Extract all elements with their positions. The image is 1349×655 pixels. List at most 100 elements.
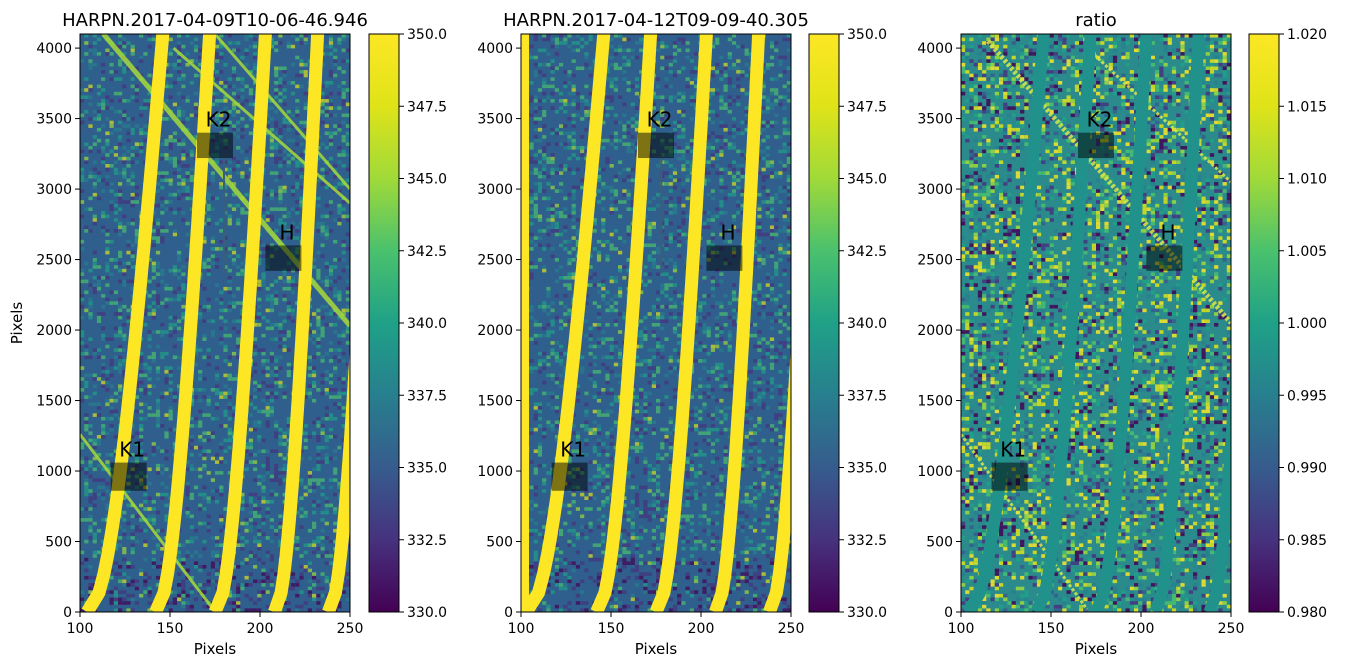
x-tick-label: 150 (1038, 621, 1065, 637)
colorbar-tick-label: 350.0 (407, 27, 447, 43)
spectral-order (963, 34, 1050, 612)
colorbar-tick-label: 335.0 (407, 461, 447, 477)
x-tick-label: 100 (948, 621, 975, 637)
y-tick-label: 3500 (36, 112, 72, 128)
spectral-order (709, 34, 766, 612)
colorbar-tick-label: 1.020 (1287, 27, 1327, 43)
y-tick-label: 0 (63, 605, 72, 621)
colorbar-tick-label: 340.0 (847, 316, 887, 332)
y-tick-label: 2000 (36, 323, 72, 339)
y-axis-label: Pixels (8, 302, 26, 345)
colorbar-tick-label: 347.5 (407, 99, 447, 115)
spectral-order (649, 34, 713, 612)
colorbar (1248, 33, 1280, 613)
region-label-k2: K2 (206, 108, 232, 132)
colorbar-tick-label: 347.5 (847, 99, 887, 115)
y-tick-label: 500 (926, 535, 953, 551)
y-tick-label: 2500 (917, 253, 953, 269)
y-tick-label: 0 (944, 605, 953, 621)
x-tick-label: 250 (337, 621, 364, 637)
region-label-k1: K1 (1000, 438, 1026, 462)
spectral-order (1203, 353, 1231, 612)
y-tick-label: 500 (486, 535, 513, 551)
y-tick-label: 1500 (477, 394, 513, 410)
y-tick-label: 4000 (477, 41, 513, 57)
region-box-h (1146, 245, 1183, 271)
spectral-order (208, 34, 272, 612)
y-tick-label: 2500 (36, 253, 72, 269)
region-box-h (706, 245, 743, 271)
spectral-order (590, 34, 658, 612)
region-label-k1: K1 (119, 438, 145, 462)
y-tick-label: 2000 (917, 323, 953, 339)
colorbar-tick-label: 335.0 (847, 461, 887, 477)
diagonal-streak (1085, 46, 1231, 184)
panel-1: K2 H K1 HARPN.2017-04-09T10-06-46.946 100 150… (8, 10, 447, 655)
y-tick-label: 3500 (917, 112, 953, 128)
colorbar-tick-label: 1.015 (1287, 99, 1327, 115)
y-tick-label: 2000 (477, 323, 513, 339)
y-tick-label: 4000 (36, 41, 72, 57)
y-tick-label: 1000 (477, 464, 513, 480)
axes-frame (79, 33, 351, 613)
colorbar-tick-label: 342.5 (847, 244, 887, 260)
spectral-order (521, 34, 611, 612)
spectral-order (763, 345, 791, 612)
colorbar-tick-label: 0.990 (1287, 461, 1327, 477)
y-tick-label: 3000 (477, 182, 513, 198)
y-tick-label: 3000 (917, 182, 953, 198)
spectral-order (268, 34, 325, 612)
diagonal-streak (961, 433, 1089, 611)
y-tick-label: 0 (504, 605, 513, 621)
colorbar-tick-label: 1.010 (1287, 172, 1327, 188)
y-tick-label: 500 (45, 535, 72, 551)
y-tick-label: 3000 (36, 182, 72, 198)
spectral-order (1031, 34, 1097, 612)
colorbar-tick-label: 1.000 (1287, 316, 1327, 332)
region-label-h: H (720, 220, 735, 244)
colorbar-tick-label: 345.0 (407, 172, 447, 188)
chart-title: HARPN.2017-04-12T09-09-40.305 (503, 10, 809, 31)
x-tick-label: 200 (1128, 621, 1155, 637)
x-tick-label: 150 (598, 621, 625, 637)
chart-title: ratio (1075, 10, 1117, 31)
colorbar-tick-label: 337.5 (847, 388, 887, 404)
spectral-order (149, 34, 217, 612)
colorbar-tick-label: 332.5 (847, 533, 887, 549)
colorbar-tick-label: 340.0 (407, 316, 447, 332)
spectral-order (1090, 34, 1153, 612)
colorbar-tick-label: 337.5 (407, 388, 447, 404)
colorbar-tick-label: 342.5 (407, 244, 447, 260)
y-tick-label: 1500 (917, 394, 953, 410)
colorbar-tick-label: 330.0 (847, 605, 887, 621)
spectral-order-edge (521, 34, 529, 612)
colorbar (808, 33, 840, 613)
y-tick-label: 3500 (477, 112, 513, 128)
region-box-k1 (551, 462, 588, 491)
colorbar-tick-label: 330.0 (407, 605, 447, 621)
colorbar-tick-label: 345.0 (847, 172, 887, 188)
diagonal-streak (80, 433, 217, 612)
colorbar-tick-label: 0.995 (1287, 388, 1327, 404)
chart-title: HARPN.2017-04-09T10-06-46.946 (62, 10, 368, 31)
colorbar-tick-label: 332.5 (407, 533, 447, 549)
colorbar-tick-label: 350.0 (847, 27, 887, 43)
x-tick-label: 150 (157, 621, 184, 637)
x-tick-label: 100 (67, 621, 94, 637)
region-box-k1 (110, 462, 147, 491)
region-label-k2: K2 (1087, 108, 1113, 132)
axes-frame (520, 33, 792, 613)
x-tick-label: 100 (508, 621, 535, 637)
region-box-k2 (1078, 132, 1114, 159)
x-tick-label: 250 (778, 621, 805, 637)
colorbar-tick-label: 0.985 (1287, 533, 1327, 549)
y-tick-label: 4000 (917, 41, 953, 57)
y-tick-label: 1000 (36, 464, 72, 480)
region-box-k2 (197, 132, 233, 159)
colorbar-tick-label: 1.005 (1287, 244, 1327, 260)
region-label-h: H (279, 220, 294, 244)
x-axis-label: Pixels (194, 640, 237, 655)
colorbar-tick-label: 0.980 (1287, 605, 1327, 621)
